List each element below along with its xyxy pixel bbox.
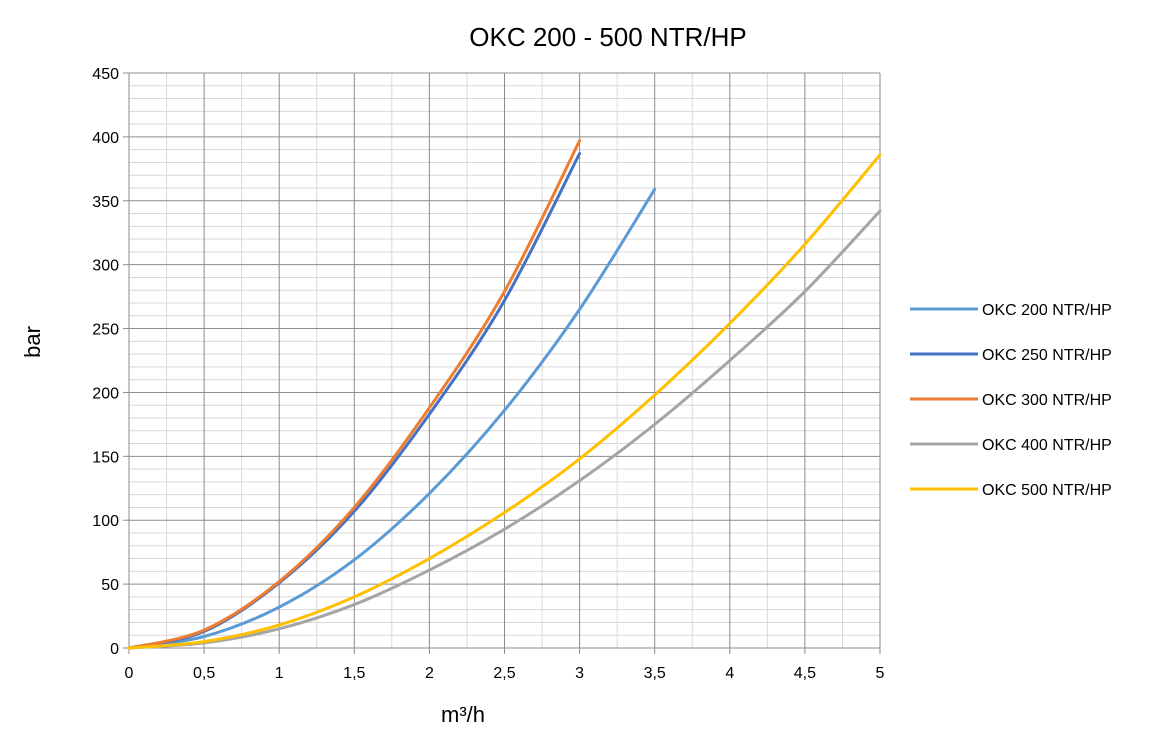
x-tick-label: 4 <box>725 665 734 682</box>
y-tick-label: 300 <box>92 258 119 275</box>
y-tick-label: 100 <box>92 513 119 530</box>
y-tick-label: 350 <box>92 194 119 211</box>
x-tick-label: 3,5 <box>644 665 666 682</box>
x-tick-label: 0 <box>125 665 134 682</box>
y-axis-label: bar <box>20 326 45 358</box>
x-tick-label: 2,5 <box>493 665 515 682</box>
legend-label-2: OKC 250 NTR/HP <box>982 347 1112 364</box>
legend-label-4: OKC 400 NTR/HP <box>982 437 1112 454</box>
legend-label-3: OKC 300 NTR/HP <box>982 392 1112 409</box>
x-tick-label: 2 <box>425 665 434 682</box>
x-tick-label: 0,5 <box>193 665 215 682</box>
axes: 0 50 100 150 200 250 300 350 400 450 0 0,5 1 1,5 2 2,5 3… <box>92 66 884 682</box>
series-line-4 <box>127 209 882 650</box>
legend-label-5: OKC 500 NTR/HP <box>982 482 1112 499</box>
legend: OKC 200 NTR/HP OKC 250 NTR/HP OKC 300 NTR/… <box>910 302 1112 499</box>
series-line-1 <box>127 187 657 650</box>
series-line-3 <box>127 139 582 650</box>
y-tick-label: 50 <box>101 577 119 594</box>
y-tick-label: 250 <box>92 322 119 339</box>
y-tick-label: 150 <box>92 449 119 466</box>
x-axis-label: m³/h <box>441 702 485 727</box>
chart-title: OKC 200 - 500 NTR/HP <box>469 22 746 52</box>
x-tick-label: 4,5 <box>794 665 816 682</box>
x-tick-label: 5 <box>876 665 885 682</box>
grid <box>128 72 881 649</box>
x-tick-label: 3 <box>575 665 584 682</box>
series-lines <box>127 139 882 650</box>
series-line-5 <box>127 153 882 650</box>
legend-label-1: OKC 200 NTR/HP <box>982 302 1112 319</box>
x-tick-label: 1 <box>275 665 284 682</box>
y-tick-label: 0 <box>110 641 119 658</box>
x-tick-label: 1,5 <box>343 665 365 682</box>
y-tick-label: 200 <box>92 385 119 402</box>
y-tick-label: 450 <box>92 66 119 83</box>
y-tick-label: 400 <box>92 130 119 147</box>
